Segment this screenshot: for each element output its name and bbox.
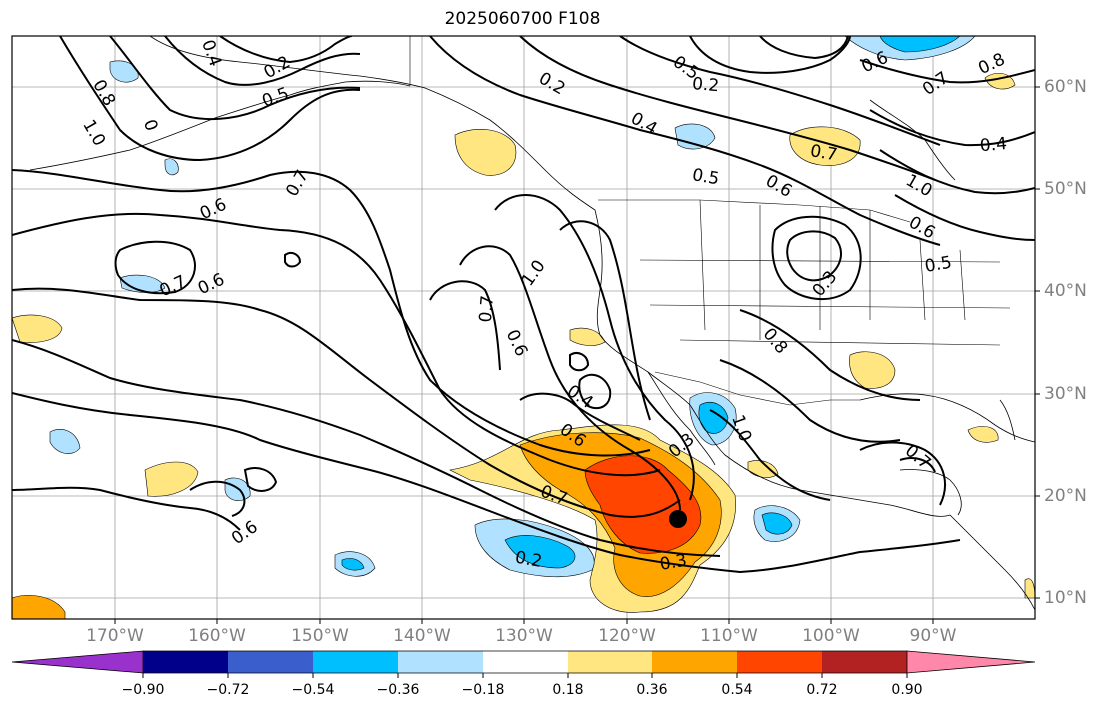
negative-canada [674, 123, 716, 150]
colorbar-segment [313, 651, 398, 673]
colorbar-label: −0.18 [461, 682, 505, 698]
lat-label: 20°N [1044, 486, 1087, 506]
political-borders [409, 36, 1011, 406]
contour-label: 0.7 [476, 295, 498, 324]
negative-top-right-core [879, 36, 961, 53]
baja-peninsula [647, 371, 716, 466]
central-america [949, 514, 1035, 611]
colorbar [11, 650, 1036, 678]
lon-label: 110°W [700, 626, 758, 646]
positive-shading [12, 72, 1035, 619]
colorbar-label: −0.90 [121, 682, 165, 698]
colorbar-segment [822, 651, 907, 673]
colorbar-label: 0.36 [636, 682, 668, 698]
lon-label: 130°W [495, 626, 553, 646]
colorbar-label: −0.36 [376, 682, 420, 698]
colorbar-low-extension [11, 650, 144, 674]
colorbar-high-extension [906, 650, 1036, 674]
lat-label: 50°N [1044, 179, 1087, 199]
map-panel: 0.4 0.2 0.5 0.8 1.0 0 0.7 0.6 0.6 0.7 0.… [12, 36, 1035, 619]
contour-label: 0.5 [691, 165, 721, 189]
lat-label: 10°N [1044, 588, 1087, 608]
contour-lines [12, 36, 1035, 574]
nw-coast [424, 87, 951, 517]
lon-label: 90°W [909, 626, 957, 646]
lat-label: 30°N [1044, 384, 1087, 404]
colorbar-segment [568, 651, 652, 673]
colorbar-label: −0.72 [206, 682, 250, 698]
positive-gulf-alaska [454, 129, 517, 176]
colorbar-segment [143, 651, 228, 673]
location-marker [669, 510, 687, 528]
contour-label: 0.2 [691, 74, 720, 96]
contour-label: 0.3 [658, 551, 688, 575]
lon-label: 120°W [598, 626, 656, 646]
yucatan [899, 469, 962, 516]
lon-label: 170°W [86, 626, 144, 646]
coastlines [29, 36, 1035, 611]
lat-label: 40°N [1044, 281, 1087, 301]
florida [999, 399, 1016, 441]
positive-sw-corner [12, 595, 66, 619]
contour-label: 0.5 [923, 253, 953, 277]
colorbar-segment [652, 651, 737, 673]
negative-south-core [341, 558, 365, 571]
negative-baja-core [698, 401, 729, 434]
negative-band-core [504, 535, 576, 569]
colorbar-segment [737, 651, 822, 673]
alaska-north [149, 36, 426, 89]
positive-bottom-right [1024, 578, 1035, 599]
contour-label: 0.2 [513, 548, 543, 572]
contour-label: 0.7 [809, 141, 839, 165]
positive-texas [849, 351, 896, 389]
colorbar-segment [398, 651, 483, 673]
positive-west [12, 314, 63, 343]
positive-mid [144, 461, 199, 497]
lon-label: 160°W [188, 626, 246, 646]
colorbar-segment [228, 651, 313, 673]
negative-sw [49, 428, 81, 454]
lon-label: 150°W [291, 626, 349, 646]
negative-shading [49, 36, 976, 578]
alaska-coast [29, 80, 411, 171]
positive-canada [789, 126, 861, 166]
positive-east-gulf [967, 426, 999, 443]
negative-aleutian [109, 60, 139, 83]
colorbar-label: 0.54 [721, 682, 753, 698]
lat-label: 60°N [1044, 77, 1087, 97]
figure-title: 2025060700 F108 [444, 9, 601, 29]
colorbar-label: 0.72 [806, 682, 838, 698]
negative-mexico-core [761, 512, 793, 535]
negative-small-1 [164, 158, 179, 176]
colorbar-label: 0.18 [552, 682, 584, 698]
colorbar-label: 0.90 [891, 682, 923, 698]
lon-label: 140°W [393, 626, 451, 646]
lon-label: 100°W [802, 626, 860, 646]
graticule [12, 36, 1035, 619]
colorbar-label: −0.54 [291, 682, 335, 698]
positive-baja [569, 327, 606, 346]
colorbar-segment [483, 651, 568, 673]
red-region [584, 455, 702, 554]
gulf-coast [859, 393, 1035, 443]
contour-label: 0.4 [979, 134, 1008, 156]
axis-ticks [114, 86, 1040, 624]
negative-north-pacific [119, 274, 166, 293]
